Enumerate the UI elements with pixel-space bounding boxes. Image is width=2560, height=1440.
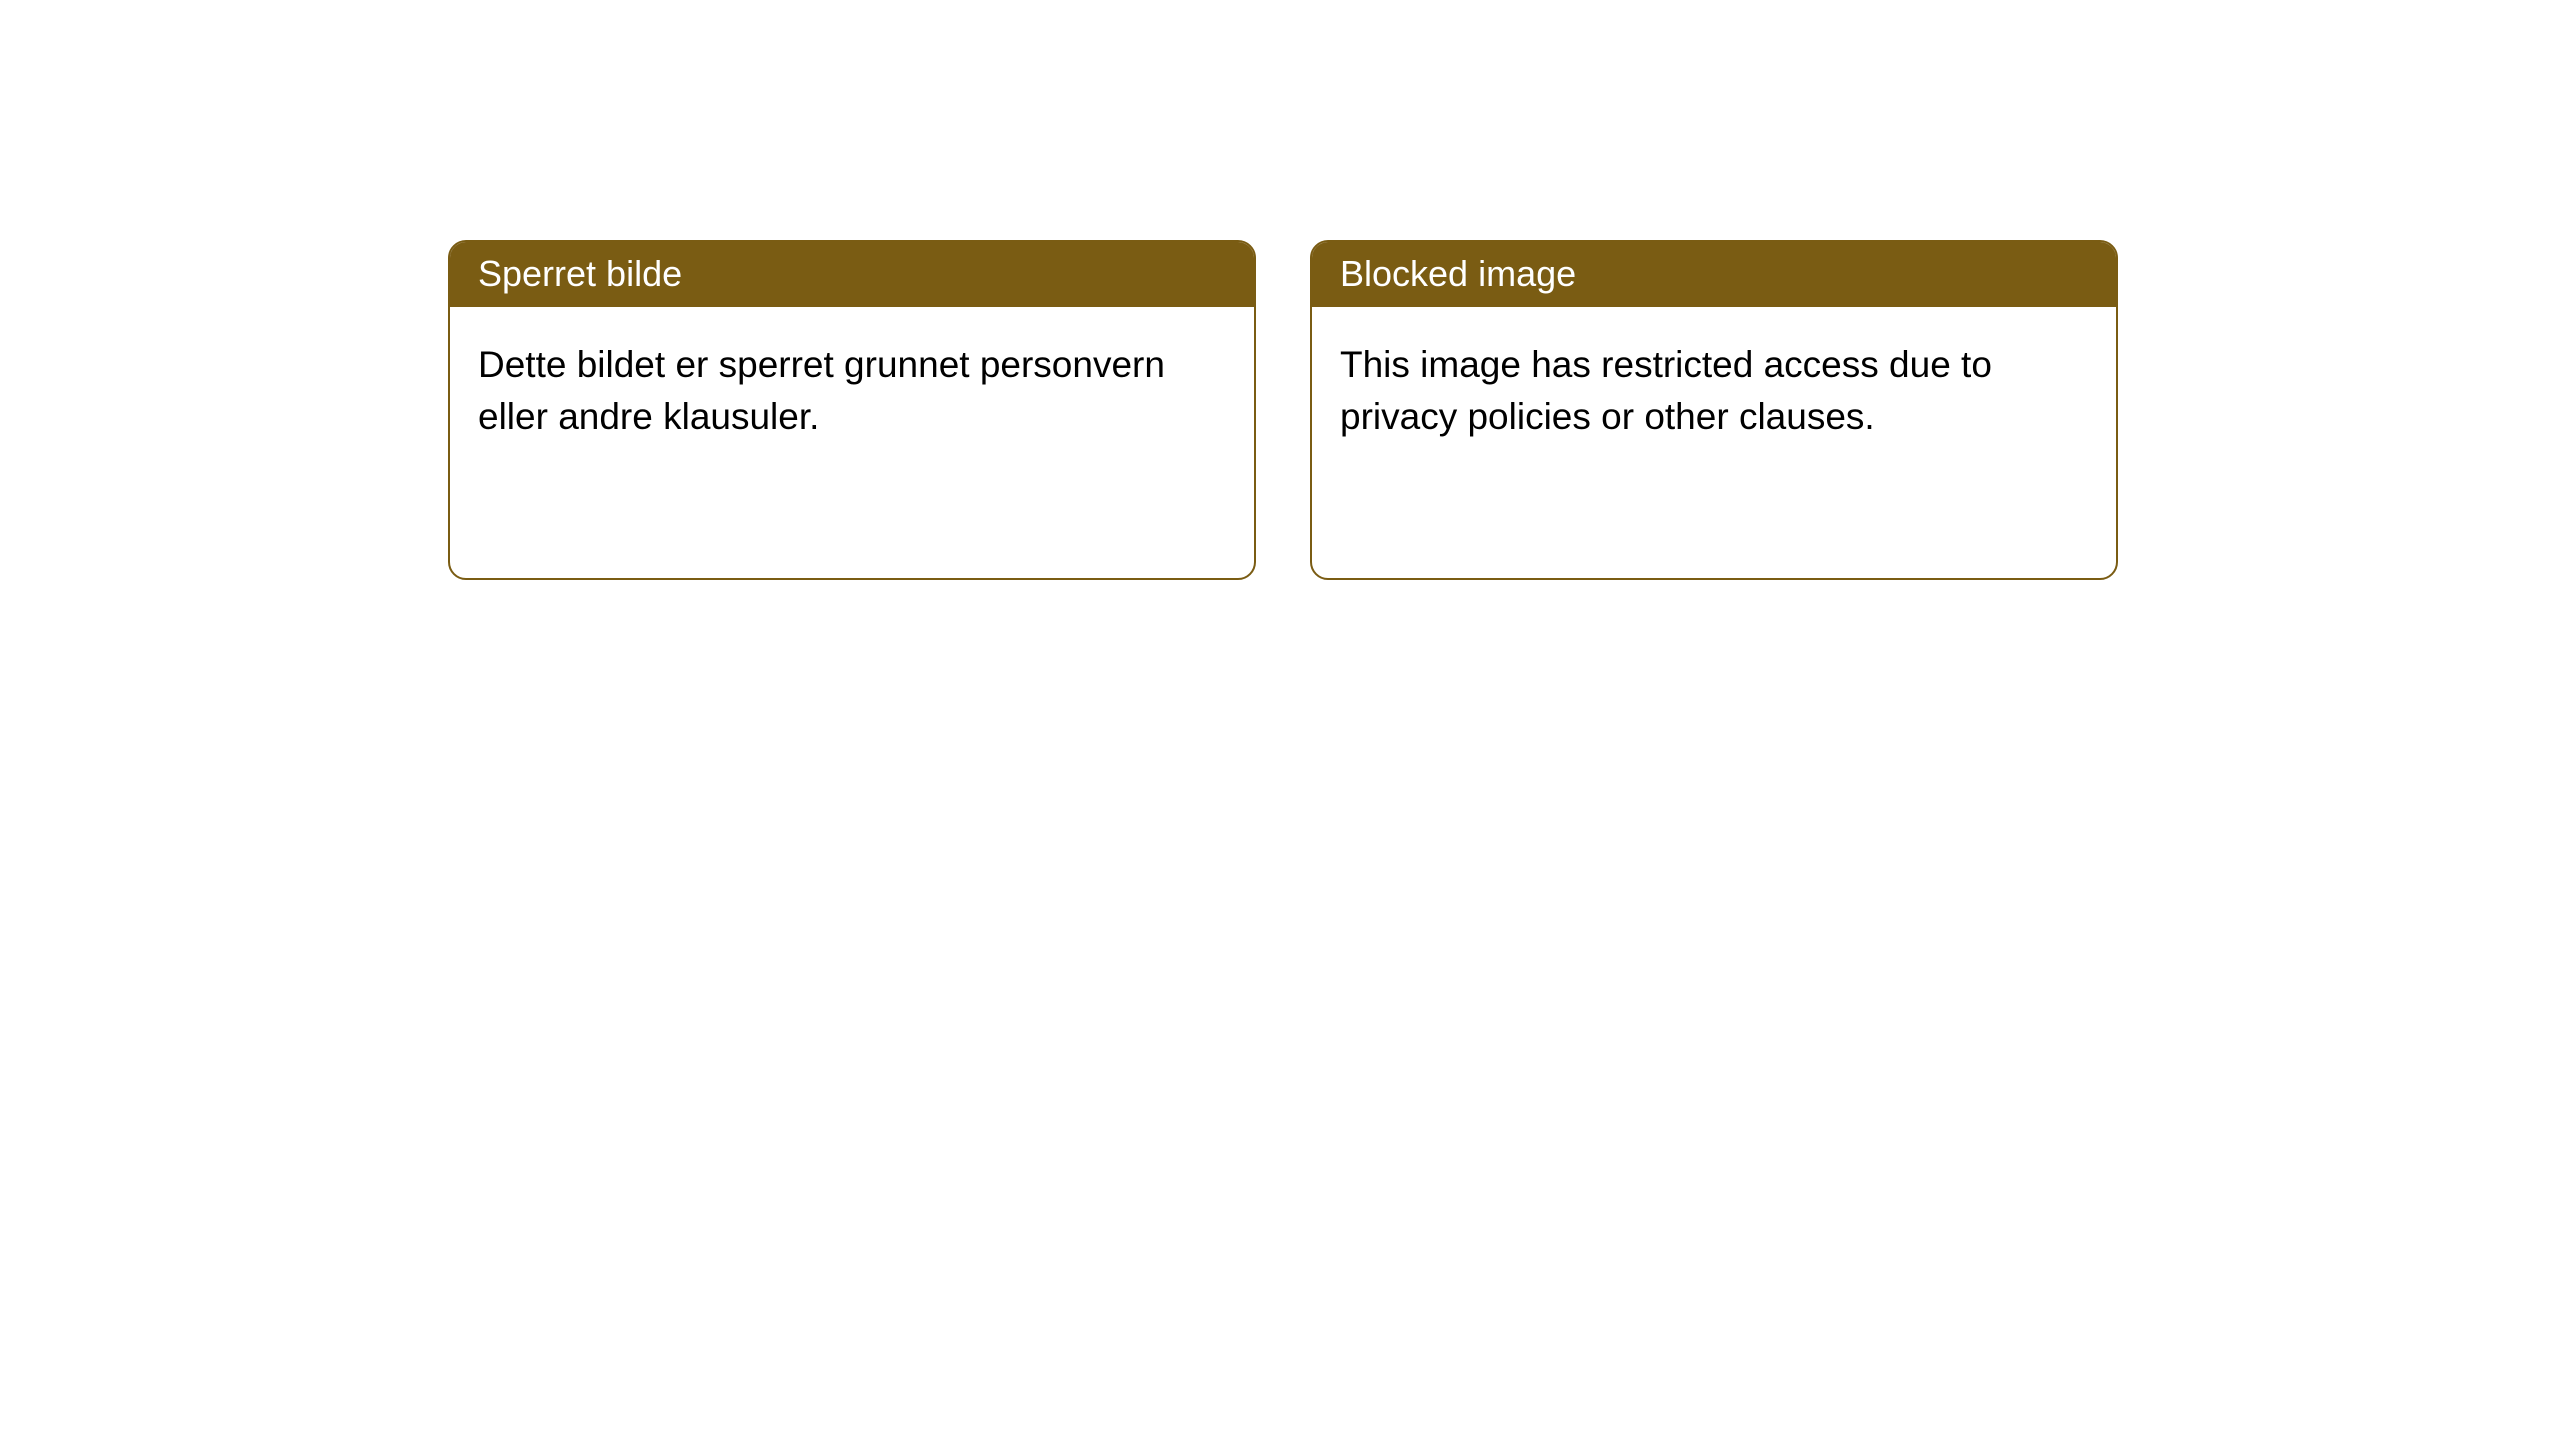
notice-card-english: Blocked image This image has restricted … xyxy=(1310,240,2118,580)
notice-header: Blocked image xyxy=(1312,242,2116,307)
notice-container: Sperret bilde Dette bildet er sperret gr… xyxy=(0,0,2560,580)
notice-body: This image has restricted access due to … xyxy=(1312,307,2116,475)
notice-header: Sperret bilde xyxy=(450,242,1254,307)
notice-card-norwegian: Sperret bilde Dette bildet er sperret gr… xyxy=(448,240,1256,580)
notice-body: Dette bildet er sperret grunnet personve… xyxy=(450,307,1254,475)
